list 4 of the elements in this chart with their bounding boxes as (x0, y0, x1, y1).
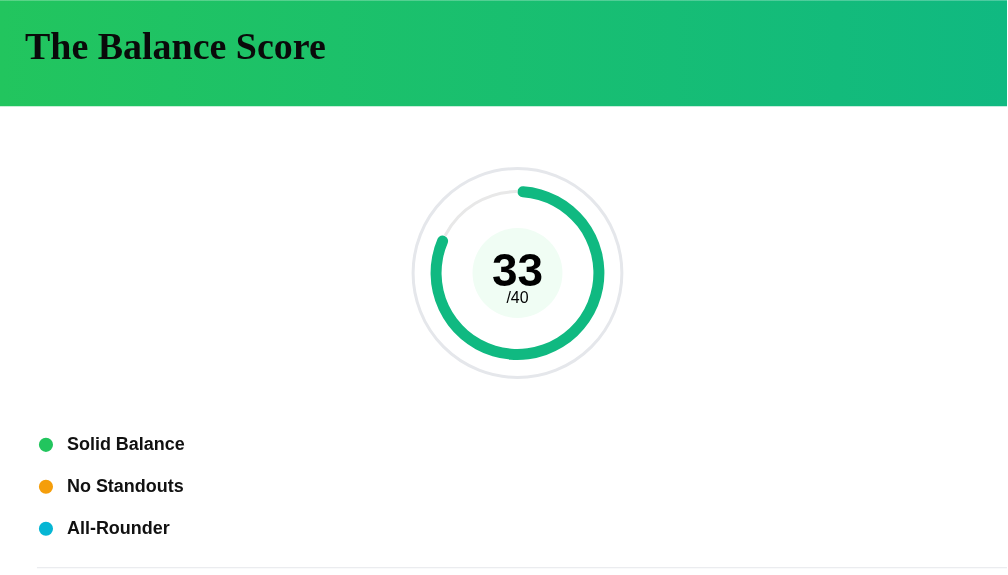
category-label: No Standouts (66, 475, 184, 496)
chart-title: The Balance Score (24, 25, 326, 68)
category-label: All-Rounder (66, 517, 170, 538)
category-label: Solid Balance (66, 433, 185, 454)
